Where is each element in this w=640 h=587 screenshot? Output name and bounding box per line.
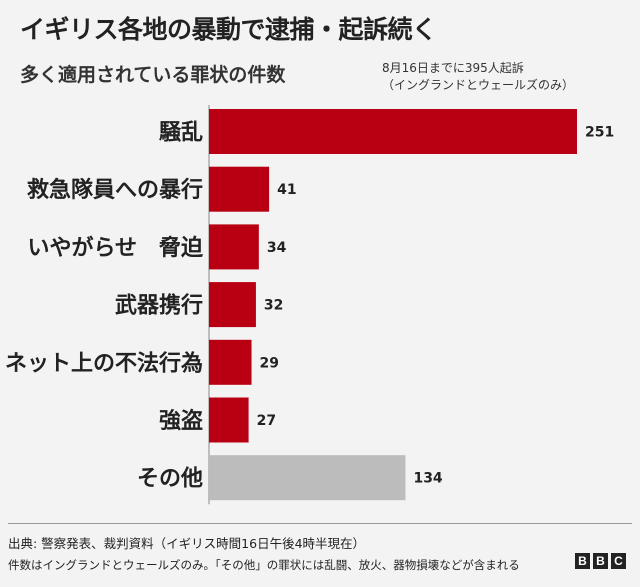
category-label-1: 救急隊員への暴行 (27, 177, 203, 203)
bar-3 (209, 282, 256, 328)
value-label-6: 134 (413, 471, 442, 487)
bar-5 (209, 397, 249, 443)
value-label-0: 251 (585, 125, 614, 141)
bbc-logo: B B C (575, 553, 626, 569)
bar-1 (209, 166, 270, 212)
chart-subtitle: 多く適用されている罪状の件数 (20, 64, 286, 86)
bar-4 (209, 339, 252, 385)
logo-letter-b1: B (575, 553, 590, 569)
category-label-2: いやがらせ 脅迫 (27, 235, 204, 261)
category-label-3: 武器携行 (115, 293, 203, 319)
value-label-1: 41 (277, 182, 296, 198)
source-text: 出典: 警察発表、裁判資料（イギリス時間16日午後4時半現在） (8, 536, 366, 551)
category-label-0: 騒乱 (159, 121, 203, 146)
logo-letter-c: C (611, 553, 626, 569)
value-label-5: 27 (257, 413, 276, 429)
value-label-2: 34 (267, 240, 287, 256)
note-line-1: 8月16日までに395人起訴 (382, 61, 524, 75)
category-label-4: ネット上の不法行為 (5, 350, 203, 376)
chart-note: 8月16日までに395人起訴 （イングランドとウェールズのみ） (382, 60, 612, 94)
footnote-text: 件数はイングランドとウェールズのみ。「その他」の罪状には乱闘、放火、器物損壊など… (8, 558, 520, 572)
value-label-3: 32 (264, 298, 283, 314)
footer-divider (8, 523, 632, 524)
bar-0 (209, 109, 577, 154)
category-label-6: その他 (137, 467, 203, 492)
value-label-4: 29 (260, 355, 279, 371)
logo-letter-b2: B (593, 553, 608, 569)
chart-title: イギリス各地の暴動で逮捕・起訴続く (20, 15, 437, 44)
category-label-5: 強盗 (159, 408, 203, 434)
bar-chart: 騒乱 251 救急隊員への暴行 41 いやがらせ 脅迫 34 武器携行 32 ネット上の不法行為… (5, 105, 614, 505)
bar-2 (209, 224, 259, 270)
bar-6 (209, 455, 406, 501)
note-line-2: （イングランドとウェールズのみ） (382, 78, 575, 92)
